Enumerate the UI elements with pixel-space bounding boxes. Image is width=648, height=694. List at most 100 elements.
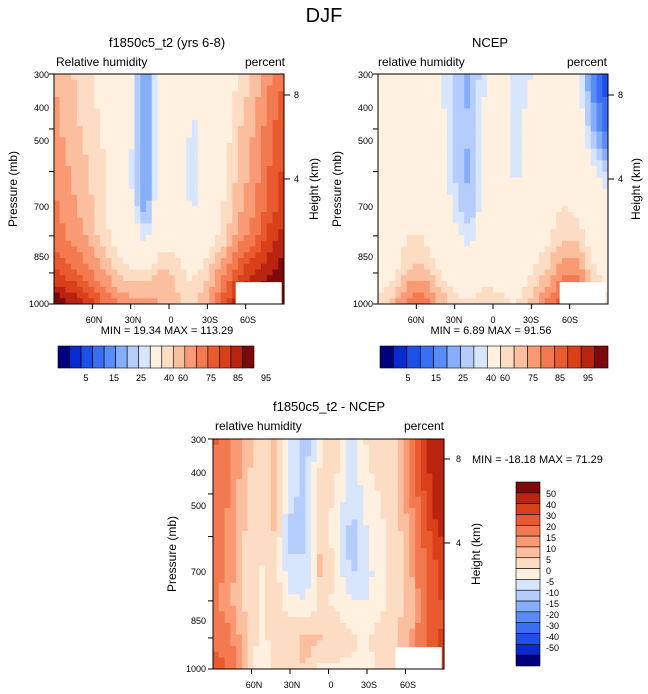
heatmap-cell — [389, 240, 396, 247]
heatmap-cell — [481, 177, 488, 184]
heatmap-cell — [374, 617, 381, 624]
panel-ncep-colorbar-labels: 5 15 25 40 60 75 85 95 — [405, 373, 593, 383]
heatmap-cell — [236, 479, 243, 486]
heatmap-cell — [82, 229, 89, 236]
heatmap-cell — [100, 269, 107, 276]
heatmap-cell — [521, 194, 528, 201]
heatmap-cell — [270, 571, 277, 578]
heatmap-cell — [585, 269, 592, 276]
heatmap-cell — [493, 143, 500, 150]
heatmap-cell — [151, 240, 158, 247]
heatmap-cell — [452, 125, 459, 132]
heatmap-cell — [123, 229, 130, 236]
heatmap-cell — [602, 252, 609, 259]
heatmap-cell — [432, 456, 439, 463]
heatmap-cell — [276, 439, 283, 446]
heatmap-cell — [418, 229, 425, 236]
heatmap-cell — [270, 623, 277, 630]
heatmap-cell — [266, 252, 273, 259]
heatmap-cell — [432, 542, 439, 549]
heatmap-cell — [249, 137, 256, 144]
heatmap-cell — [328, 623, 335, 630]
heatmap-cell — [498, 125, 505, 132]
heatmap-cell — [151, 200, 158, 207]
heatmap-cell — [351, 473, 358, 480]
heatmap-cell — [340, 588, 347, 595]
heatmap-cell — [334, 565, 341, 572]
heatmap-cell — [458, 223, 465, 230]
heatmap-cell — [403, 554, 410, 561]
heatmap-cell — [573, 125, 580, 132]
heatmap-cell — [539, 212, 546, 219]
heatmap-cell — [527, 194, 534, 201]
heatmap-cell — [487, 131, 494, 138]
heatmap-cell — [209, 74, 216, 81]
heatmap-cell — [567, 263, 574, 270]
heatmap-cell — [378, 114, 385, 121]
heatmap-cell — [579, 154, 586, 161]
heatmap-cell — [146, 281, 153, 288]
heatmap-cell — [253, 628, 260, 635]
heatmap-cell — [105, 292, 112, 299]
heatmap-cell — [401, 298, 408, 305]
heatmap-cell — [169, 298, 176, 305]
heatmap-cell — [409, 450, 416, 457]
heatmap-cell — [218, 657, 225, 664]
heatmap-cell — [521, 281, 528, 288]
heatmap-cell — [567, 143, 574, 150]
heatmap-cell — [493, 212, 500, 219]
heatmap-cell — [504, 206, 511, 213]
heatmap-cell — [157, 298, 164, 305]
heatmap-cell — [146, 212, 153, 219]
heatmap-cell — [357, 450, 364, 457]
heatmap-cell — [203, 240, 210, 247]
heatmap-cell — [340, 531, 347, 538]
heatmap-cell — [602, 102, 609, 109]
heatmap-cell — [345, 554, 353, 561]
heatmap-cell — [406, 235, 413, 242]
heatmap-cell — [209, 148, 216, 155]
heatmap-cell — [180, 189, 187, 196]
heatmap-cell — [596, 166, 603, 173]
heatmap-cell — [527, 166, 534, 173]
heatmap-cell — [272, 125, 279, 132]
heatmap-cell — [197, 79, 204, 86]
heatmap-cell — [71, 183, 78, 190]
heatmap-cell — [169, 160, 176, 167]
heatmap-cell — [567, 125, 574, 132]
heatmap-cell — [357, 640, 364, 647]
heatmap-cell — [458, 263, 465, 270]
heatmap-cell — [146, 246, 153, 253]
heatmap-cell — [220, 275, 227, 282]
heatmap-cell — [475, 212, 482, 219]
heatmap-cell — [123, 246, 130, 253]
heatmap-cell — [71, 223, 78, 230]
heatmap-cell — [516, 114, 523, 121]
heatmap-cell — [278, 194, 285, 201]
heatmap-cell — [510, 137, 517, 144]
heatmap-cell — [266, 102, 273, 109]
heatmap-cell — [510, 131, 517, 138]
heatmap-cell — [602, 85, 609, 92]
heatmap-cell — [470, 194, 477, 201]
heatmap-cell — [316, 565, 324, 572]
y-right-tick-label: 4 — [294, 174, 299, 184]
heatmap-cell — [392, 577, 399, 584]
heatmap-cell — [418, 246, 425, 253]
heatmap-cell — [374, 657, 381, 664]
heatmap-cell — [585, 177, 592, 184]
heatmap-cell — [174, 292, 181, 299]
heatmap-cell — [345, 548, 353, 555]
heatmap-cell — [363, 502, 370, 509]
heatmap-cell — [401, 286, 408, 293]
heatmap-cell — [174, 229, 181, 236]
heatmap-cell — [218, 577, 225, 584]
heatmap-cell — [521, 79, 528, 86]
heatmap-cell — [299, 444, 306, 451]
heatmap-cell — [192, 263, 199, 270]
heatmap-cell — [163, 200, 170, 207]
heatmap-cell — [334, 490, 341, 497]
heatmap-cell — [241, 577, 249, 584]
heatmap-cell — [392, 559, 399, 566]
heatmap-cell — [270, 542, 277, 549]
